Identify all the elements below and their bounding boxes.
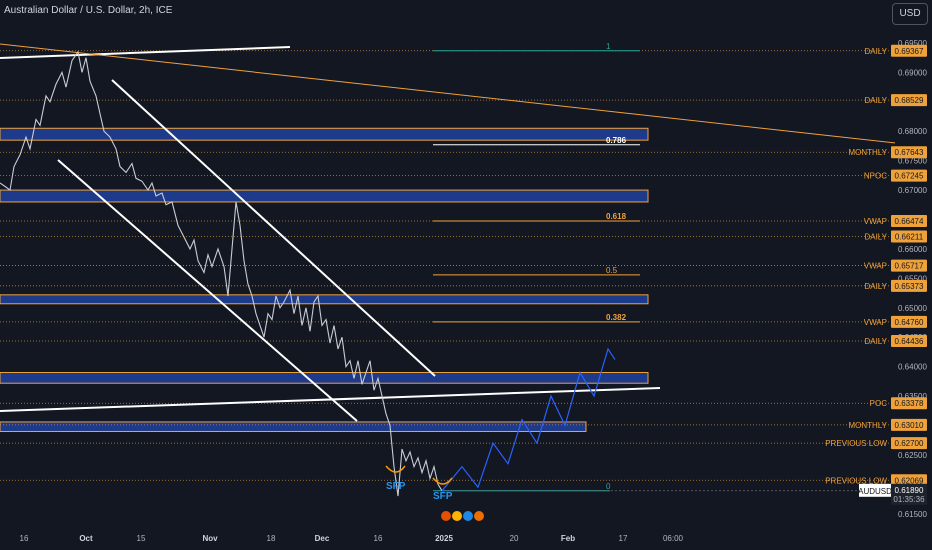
x-tick-label: Dec: [315, 534, 330, 543]
y-tick-label: 0.65000: [898, 304, 927, 313]
key-level-price-value: 0.63010: [895, 421, 924, 430]
trend-line: [0, 46, 291, 59]
key-level-price-box: [891, 315, 927, 328]
countdown-label: 01:35:36: [893, 495, 925, 504]
sfp-arc: [385, 465, 406, 473]
key-level-price-value: 0.67643: [895, 148, 924, 157]
key-level-name: DAILY: [864, 282, 887, 291]
x-tick-label: Nov: [202, 534, 218, 543]
sfp-annotation: SFP: [433, 491, 453, 502]
key-level-name: NPOC: [864, 172, 887, 181]
key-level-name: PREVIOUS LOW: [825, 476, 887, 485]
key-level-price-box: [891, 169, 927, 182]
y-tick-label: 0.65500: [898, 274, 927, 283]
key-level-price-box: [891, 44, 927, 57]
key-level-price-box: [891, 474, 927, 487]
x-tick-label: 17: [619, 534, 628, 543]
y-axis-panel: [895, 0, 932, 550]
x-tick-label: 18: [267, 534, 276, 543]
key-level-price-box: [891, 437, 927, 450]
key-level-name: MONTHLY: [848, 148, 887, 157]
key-level-price-box: [891, 279, 927, 292]
key-level-price-box: [891, 94, 927, 107]
fib-level-label: 0.5: [606, 266, 618, 275]
trend-line: [111, 79, 436, 377]
key-level-price-value: 0.64436: [895, 337, 924, 346]
key-level-price-value: 0.64760: [895, 318, 924, 327]
support-resistance-zone: [0, 127, 649, 141]
key-level-price-box: [891, 215, 927, 228]
support-resistance-zone: [0, 372, 649, 384]
key-level-name: DAILY: [864, 337, 887, 346]
key-level-price-box: [891, 259, 927, 272]
y-tick-label: 0.67000: [898, 186, 927, 195]
key-level-price-value: 0.63378: [895, 399, 924, 408]
support-resistance-zone: [0, 421, 587, 432]
key-level-price-box: [891, 418, 927, 431]
support-resistance-zone: [0, 294, 649, 305]
fib-level-label: 0.618: [606, 212, 627, 221]
chart-title: Australian Dollar / U.S. Dollar, 2h, ICE: [4, 5, 173, 16]
key-level-name: DAILY: [864, 47, 887, 56]
y-tick-label: 0.68000: [898, 127, 927, 136]
key-level-name: MONTHLY: [848, 421, 887, 430]
key-level-price-value: 0.65717: [895, 262, 924, 271]
y-tick-label: 0.62500: [898, 451, 927, 460]
y-tick-label: 0.63500: [898, 392, 927, 401]
y-tick-label: 0.67500: [898, 157, 927, 166]
key-level-price-value: 0.69367: [895, 47, 924, 56]
x-tick-label: Feb: [561, 534, 575, 543]
fib-level-label: 0.382: [606, 313, 627, 322]
key-level-price-box: [891, 230, 927, 243]
sfp-annotation: SFP: [386, 481, 406, 492]
symbol-box: [859, 483, 891, 497]
key-level-price-box: [891, 397, 927, 410]
tradingview-logo-icon: [441, 511, 484, 521]
key-level-price-value: 0.68529: [895, 96, 924, 105]
y-tick-label: 0.61500: [898, 510, 927, 519]
y-tick-label: 0.66000: [898, 245, 927, 254]
key-level-name: VWAP: [864, 217, 887, 226]
last-price-box: [891, 483, 927, 505]
key-level-price-box: [891, 146, 927, 159]
x-tick-label: 2025: [435, 534, 453, 543]
x-tick-label: 15: [137, 534, 146, 543]
key-level-name: PREVIOUS LOW: [825, 439, 887, 448]
symbol-label: AUDUSD: [858, 487, 892, 496]
key-level-name: POC: [870, 399, 888, 408]
fib-level-label: 0: [606, 482, 611, 491]
x-tick-label: 06:00: [663, 534, 684, 543]
key-level-name: DAILY: [864, 96, 887, 105]
trend-line-long: [0, 43, 932, 148]
last-price-value: 0.61890: [895, 486, 924, 495]
support-resistance-zone: [0, 189, 649, 203]
trend-line: [0, 387, 661, 412]
key-level-name: VWAP: [864, 262, 887, 271]
key-level-price-value: 0.66474: [895, 217, 924, 226]
x-tick-label: 20: [510, 534, 519, 543]
projection-path-line: [441, 347, 616, 492]
key-level-price-box: [891, 334, 927, 347]
fib-level-label: 1: [606, 42, 611, 51]
currency-button[interactable]: USD: [892, 3, 928, 25]
key-level-price-value: 0.67245: [895, 172, 924, 181]
key-level-price-value: 0.66211: [895, 233, 924, 242]
y-tick-label: 0.69500: [898, 39, 927, 48]
x-tick-label: Oct: [79, 534, 93, 543]
y-tick-label: 0.69000: [898, 68, 927, 77]
y-tick-label: 0.64000: [898, 363, 927, 372]
key-level-price-value: 0.62700: [895, 439, 924, 448]
fib-level-label: 0.786: [606, 136, 627, 145]
key-level-price-value: 0.65373: [895, 282, 924, 291]
price-series-line: [0, 50, 443, 497]
x-tick-label: 16: [20, 534, 29, 543]
trend-line: [57, 159, 358, 422]
x-tick-label: 16: [374, 534, 383, 543]
sfp-arc: [432, 477, 453, 485]
key-level-name: VWAP: [864, 318, 887, 327]
key-level-price-value: 0.62069: [895, 476, 924, 485]
key-level-name: DAILY: [864, 233, 887, 242]
